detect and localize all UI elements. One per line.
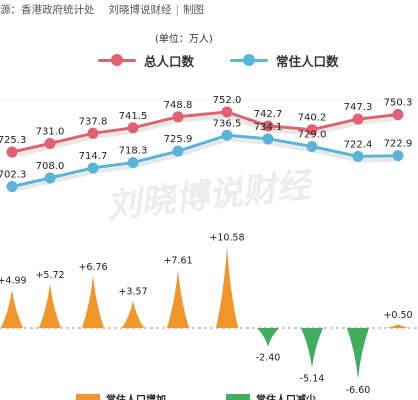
series-1-data-label: 708.0 [36,161,65,172]
series-1-data-label: 729.0 [298,130,327,141]
series-shadow-1 [11,137,399,193]
series-0-point [6,146,18,158]
series-0-data-label: 737.8 [79,116,108,127]
series-0-data-label: 731.0 [36,127,65,138]
series-0-data-label: 741.5 [119,111,148,122]
series-line-0 [11,110,399,154]
bar-mark [82,275,104,328]
series-0-point [352,113,364,125]
bar-data-label: +0.50 [383,310,412,321]
series-1-data-label: 702.3 [0,170,26,181]
bar-mark [1,289,23,328]
bar-data-label: +6.76 [78,262,107,273]
series-0-data-label: 742.7 [254,109,283,120]
series-0-point [172,111,184,123]
series-1-data-label: 722.9 [384,139,413,150]
bar-mark [167,269,189,328]
bar-data-label: +4.99 [0,276,27,287]
bar-mark [39,284,61,328]
bar-legend: 常住人口增加 常住人口减少 [76,393,316,400]
legend-swatch-total [98,54,136,66]
source-label: 源：香港政府统计处 [0,4,95,16]
series-shadow-0 [11,114,399,159]
series-0-point [392,109,404,121]
bar-mark [122,300,144,328]
bar-mark [347,328,369,379]
series-0-data-label: 747.3 [344,102,373,113]
bar-mark [216,246,238,328]
series-0-point [44,138,56,149]
series-0-data-label: 752.0 [213,95,242,106]
series-0-point [262,120,274,132]
unit-label: (单位：万人) [155,34,213,45]
series-1-point [306,141,318,152]
line-chart: 725.3 731.0 737.8 741.5 748.8 752.0 742.7 740.2… [0,95,418,193]
legend-label-resident: 常住人口数 [276,53,339,69]
bar-data-label: -5.14 [300,374,325,385]
bar-data-label: -6.60 [346,385,371,396]
bar-data-label: +10.58 [209,233,244,244]
legend-item-total: 总人口数 [98,50,194,70]
series-1-point [87,162,99,174]
line-legend: 总人口数 常住人口数 [0,50,418,70]
series-1-data-label: 714.7 [79,151,108,162]
series-1-data-label: 722.4 [344,139,373,150]
series-1-point [127,157,139,169]
legend-label-total: 总人口数 [144,53,195,69]
series-1-data-label: 718.3 [119,146,148,157]
series-0-data-label: 740.2 [298,113,327,124]
watermark-text: 刘晓博说财经 [105,165,316,227]
legend-item-resident: 常住人口数 [230,50,339,70]
series-1-point [44,172,56,184]
legend-label-increase: 常住人口增加 [106,393,166,400]
legend-swatch-increase [76,394,100,400]
role-label: 制图 [183,4,205,16]
watermark: 刘晓博说财经 [105,165,316,227]
bar-data-label: +5.72 [35,270,64,281]
series-0-data-label: 725.3 [0,135,26,146]
series-1-data-label: 725.9 [164,134,193,145]
series-1-point [392,150,404,162]
series-1-data-label: 736.5 [213,118,242,129]
series-0-point [221,106,233,118]
series-1-point [172,145,184,157]
series-0-point [306,124,318,136]
series-1-point [352,150,364,162]
bar-data-label: -2.40 [256,353,281,364]
series-0-data-label: 750.3 [384,98,413,109]
brand-label: 刘晓博说财经 [108,4,172,16]
legend-label-decrease: 常住人口减少 [256,393,316,400]
legend-swatch-decrease [226,394,250,400]
series-line-1 [11,133,399,189]
series-0-point [127,122,139,134]
bar-data-label: +3.57 [118,287,147,298]
bar-mark [257,328,279,347]
series-0-point [87,127,99,139]
series-0-data-label: 748.8 [164,100,193,111]
series-1-data-label: 734.1 [254,122,283,133]
bar-mark [301,328,323,368]
bar-chart: +4.99 +5.72 +6.76 +3.57 +7.61 +10.58 -2.40 -5.1… [0,233,418,396]
separator: | [175,4,180,16]
series-1-point [6,181,18,193]
bar-data-label: +7.61 [163,255,192,266]
series-1-point [262,133,274,145]
series-1-point [221,129,233,141]
legend-swatch-resident [230,54,268,66]
source-line: 源：香港政府统计处 刘晓博说财经 | 制图 [0,0,204,20]
bar-mark [387,324,409,328]
